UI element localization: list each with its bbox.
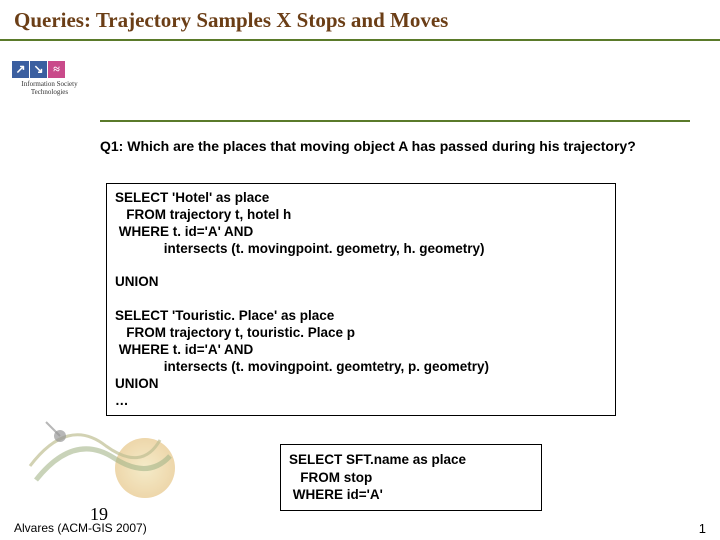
code-line: WHERE t. id='A' AND [115,342,607,359]
code-line: SELECT SFT.name as place [289,451,533,469]
code-line: SELECT 'Touristic. Place' as place [115,308,607,325]
ist-logo-cell: ↗ [12,61,29,78]
ist-logo: ↗↘≈ Information Society Technologies [12,61,87,105]
sql-code-box-main: SELECT 'Hotel' as place FROM trajectory … [106,183,616,416]
slide-title: Queries: Trajectory Samples X Stops and … [14,8,448,32]
ist-logo-cell: ≈ [48,61,65,78]
code-line: UNION [115,274,607,291]
code-line: intersects (t. movingpoint. geomtetry, p… [115,359,607,376]
code-line [115,291,607,308]
ist-logo-label-1: Information Society [12,80,87,88]
page-number-right: 1 [699,521,706,536]
divider-line [100,120,690,122]
code-line: FROM trajectory t, touristic. Place p [115,325,607,342]
code-line [115,258,607,275]
ist-logo-cell: ↘ [30,61,47,78]
code-line: WHERE id='A' [289,486,533,504]
code-line: FROM trajectory t, hotel h [115,207,607,224]
ist-logo-label-2: Technologies [12,88,87,96]
question-text: Q1: Which are the places that moving obj… [100,138,672,154]
decorative-swirl-icon [10,386,190,506]
sql-code-box-secondary: SELECT SFT.name as place FROM stop WHERE… [280,444,542,511]
code-line: WHERE t. id='A' AND [115,224,607,241]
slide-title-bar: Queries: Trajectory Samples X Stops and … [0,0,720,41]
code-line: FROM stop [289,469,533,487]
code-line: intersects (t. movingpoint. geometry, h.… [115,241,607,258]
code-line: SELECT 'Hotel' as place [115,190,607,207]
citation-text: Alvares (ACM-GIS 2007) [14,521,147,535]
